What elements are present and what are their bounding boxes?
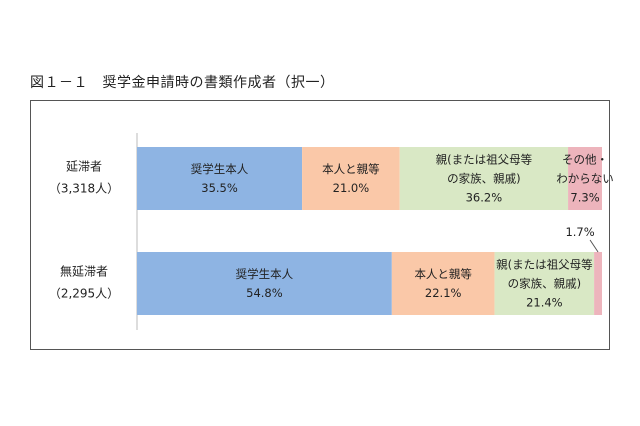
segment-name-label: 奨学生本人 [236,267,294,281]
bar-segment [494,252,595,315]
data-label: 22.1% [425,286,462,300]
data-label: 36.2% [466,191,503,205]
segment-name-label: の家族、親戚) [508,277,582,291]
category-count-label: （3,318人） [49,182,119,196]
data-label: 35.5% [201,181,238,195]
bar-segment [137,147,303,210]
leader-line [589,239,599,253]
category-count-label: （2,295人） [49,287,119,301]
data-label: 7.3% [570,191,599,205]
segment-name-label: 本人と親等 [414,267,472,281]
bar-segment [568,147,602,210]
segment-name-label: 親(または祖父母等 [496,258,593,272]
category-label: 無延滞者 [60,264,108,279]
data-label: 1.7% [565,225,594,239]
bar-segment [594,252,602,315]
bar-segment [399,147,569,210]
bar-segment [137,252,392,315]
segment-name-label: の家族、親戚) [447,172,521,186]
chart-frame [30,100,610,350]
segment-name-label: その他・ [562,153,608,167]
data-label: 21.0% [333,181,370,195]
data-label: 54.8% [246,286,283,300]
segment-name-label: わからない [556,172,614,186]
chart-title: 図１－１ 奨学金申請時の書類作成者（択一） [30,75,335,91]
segment-name-label: 奨学生本人 [191,162,249,176]
category-label: 延滞者 [66,160,102,174]
data-label: 21.4% [526,296,563,310]
bar-segment [302,147,400,210]
segment-name-label: 本人と親等 [322,162,380,176]
segment-name-label: 親(または祖父母等 [436,153,533,167]
bar-segment [391,252,495,315]
